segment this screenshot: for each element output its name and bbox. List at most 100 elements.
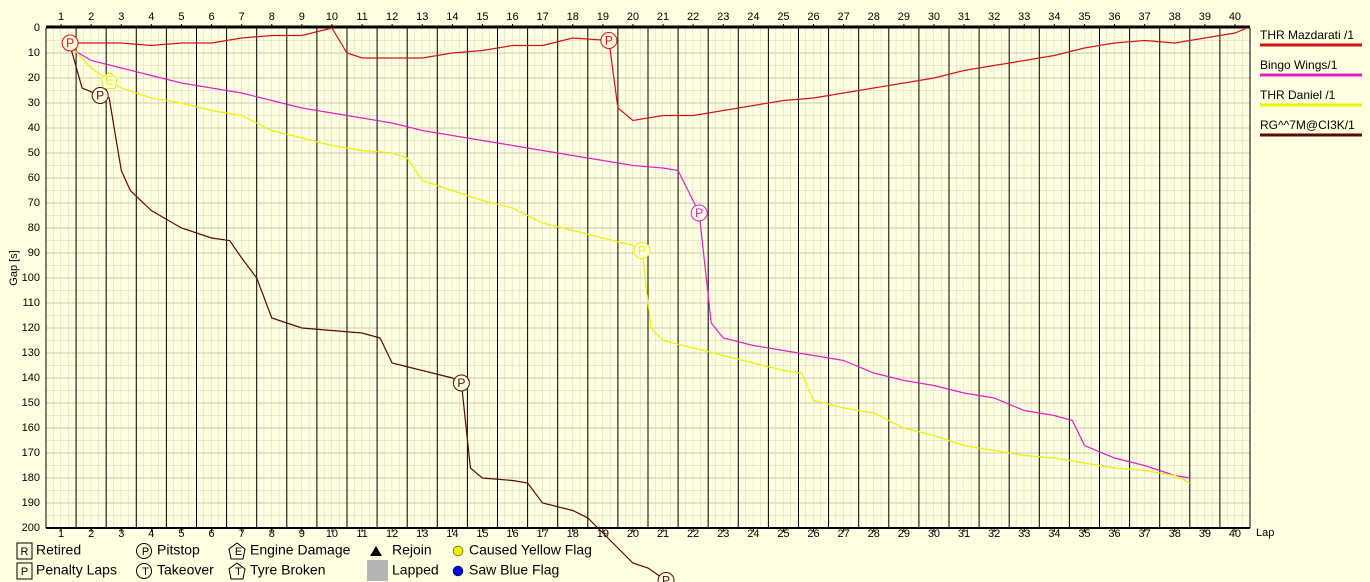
x-tick-label: 29 [898,528,910,540]
y-tick-label: 50 [28,147,40,159]
x-tick-label: 25 [777,528,789,540]
x-tick-label-top: 3 [118,11,124,23]
x-tick-label: 6 [208,528,214,540]
y-tick-label: 20 [28,72,40,84]
y-axis-label: Gap [s] [8,250,20,285]
x-tick-label-top: 25 [777,11,789,23]
y-tick-label: 60 [28,172,40,184]
x-tick-label-top: 29 [898,11,910,23]
x-tick-label: 36 [1108,528,1120,540]
event-marker [657,572,675,582]
y-tick-label: 30 [28,97,40,109]
x-tick-label: 2 [88,528,94,540]
legend-label: Rejoin [392,542,432,558]
event-marker [452,374,470,392]
y-tick-label: 160 [22,422,40,434]
x-tick-label: 16 [506,528,518,540]
x-tick-label-top: 8 [269,11,275,23]
x-tick-label: 27 [838,528,850,540]
x-tick-label: 26 [807,528,819,540]
x-tick-label-top: 34 [1048,11,1060,23]
x-tick-label: 18 [567,528,579,540]
x-tick-label-top: 17 [537,11,549,23]
y-tick-label: 40 [28,122,40,134]
legend-symbol: E [235,546,242,558]
event-marker [600,32,618,49]
legend-symbol: T [142,566,149,578]
x-tick-label: 30 [928,528,940,540]
x-tick-label-top: 5 [178,11,184,23]
x-tick-label: 22 [687,528,699,540]
x-tick-label: 31 [958,528,970,540]
legend-label: THR Mazdarati /1 [1260,28,1354,42]
x-tick-label: 13 [416,528,428,540]
y-tick-label: 200 [22,522,40,534]
x-tick-label: 33 [1018,528,1030,540]
x-tick-label: 3 [118,528,124,540]
x-tick-label: 32 [988,528,1000,540]
x-tick-label-top: 4 [148,11,154,23]
x-tick-label: 21 [657,528,669,540]
y-tick-label: 170 [22,447,40,459]
y-tick-label: 0 [34,22,40,34]
legend-icon [370,546,382,556]
x-axis-label: Lap [1256,527,1274,539]
x-tick-label: 10 [326,528,338,540]
x-tick-label-top: 2 [88,11,94,23]
legend-label: Bingo Wings/1 [1260,58,1338,72]
x-tick-label-top: 27 [838,11,850,23]
y-tick-label: 110 [22,297,40,309]
series-line [69,45,667,581]
x-tick-label: 19 [597,528,609,540]
x-tick-label-top: 13 [416,11,428,23]
x-tick-label-top: 19 [597,11,609,23]
x-tick-label-top: 26 [807,11,819,23]
legend-label: Takeover [157,562,214,578]
x-tick-label-top: 37 [1139,11,1151,23]
x-tick-label: 17 [537,528,549,540]
legend-label: RG^^7M@CI3K/1 [1260,118,1355,132]
y-tick-label: 100 [22,272,40,284]
event-label: P [457,376,465,390]
y-tick-label: 180 [22,472,40,484]
x-tick-label-top: 10 [326,11,338,23]
legend-symbol: P [142,546,149,558]
x-tick-label: 23 [717,528,729,540]
event-marker [100,71,118,89]
event-label: P [96,89,104,103]
event-marker [633,242,651,259]
x-tick-label-top: 21 [657,11,669,23]
x-tick-label-top: 7 [239,11,245,23]
y-tick-label: 90 [28,247,40,259]
legend-icon [452,545,464,557]
y-tick-label: 150 [22,397,40,409]
x-tick-label-top: 22 [687,11,699,23]
event-label: P [662,574,670,582]
legend-label: Caused Yellow Flag [469,542,592,558]
x-tick-label: 11 [356,528,367,540]
x-tick-label-top: 6 [208,11,214,23]
legend-label: Saw Blue Flag [469,562,559,578]
x-tick-label: 9 [299,528,305,540]
x-tick-label-top: 32 [988,11,1000,23]
x-tick-label-top: 36 [1108,11,1120,23]
event-marker [690,204,708,222]
x-tick-label: 38 [1169,528,1181,540]
x-tick-label: 8 [269,528,275,540]
x-tick-label-top: 40 [1229,11,1241,23]
x-tick-label-top: 9 [299,11,305,23]
legend-icon [16,562,33,580]
x-tick-label-top: 20 [627,11,639,23]
x-tick-label-top: 16 [506,11,518,23]
x-tick-label: 28 [868,528,880,540]
x-tick-label-top: 11 [356,11,367,23]
x-tick-label-top: 24 [747,11,759,23]
x-tick-label: 12 [386,528,398,540]
y-tick-label: 140 [22,372,40,384]
y-tick-label: 70 [28,197,40,209]
x-tick-label-top: 18 [567,11,579,23]
x-tick-label-top: 12 [386,11,398,23]
event-label: P [638,244,646,258]
x-tick-label: 20 [627,528,639,540]
legend-icon [367,560,388,581]
